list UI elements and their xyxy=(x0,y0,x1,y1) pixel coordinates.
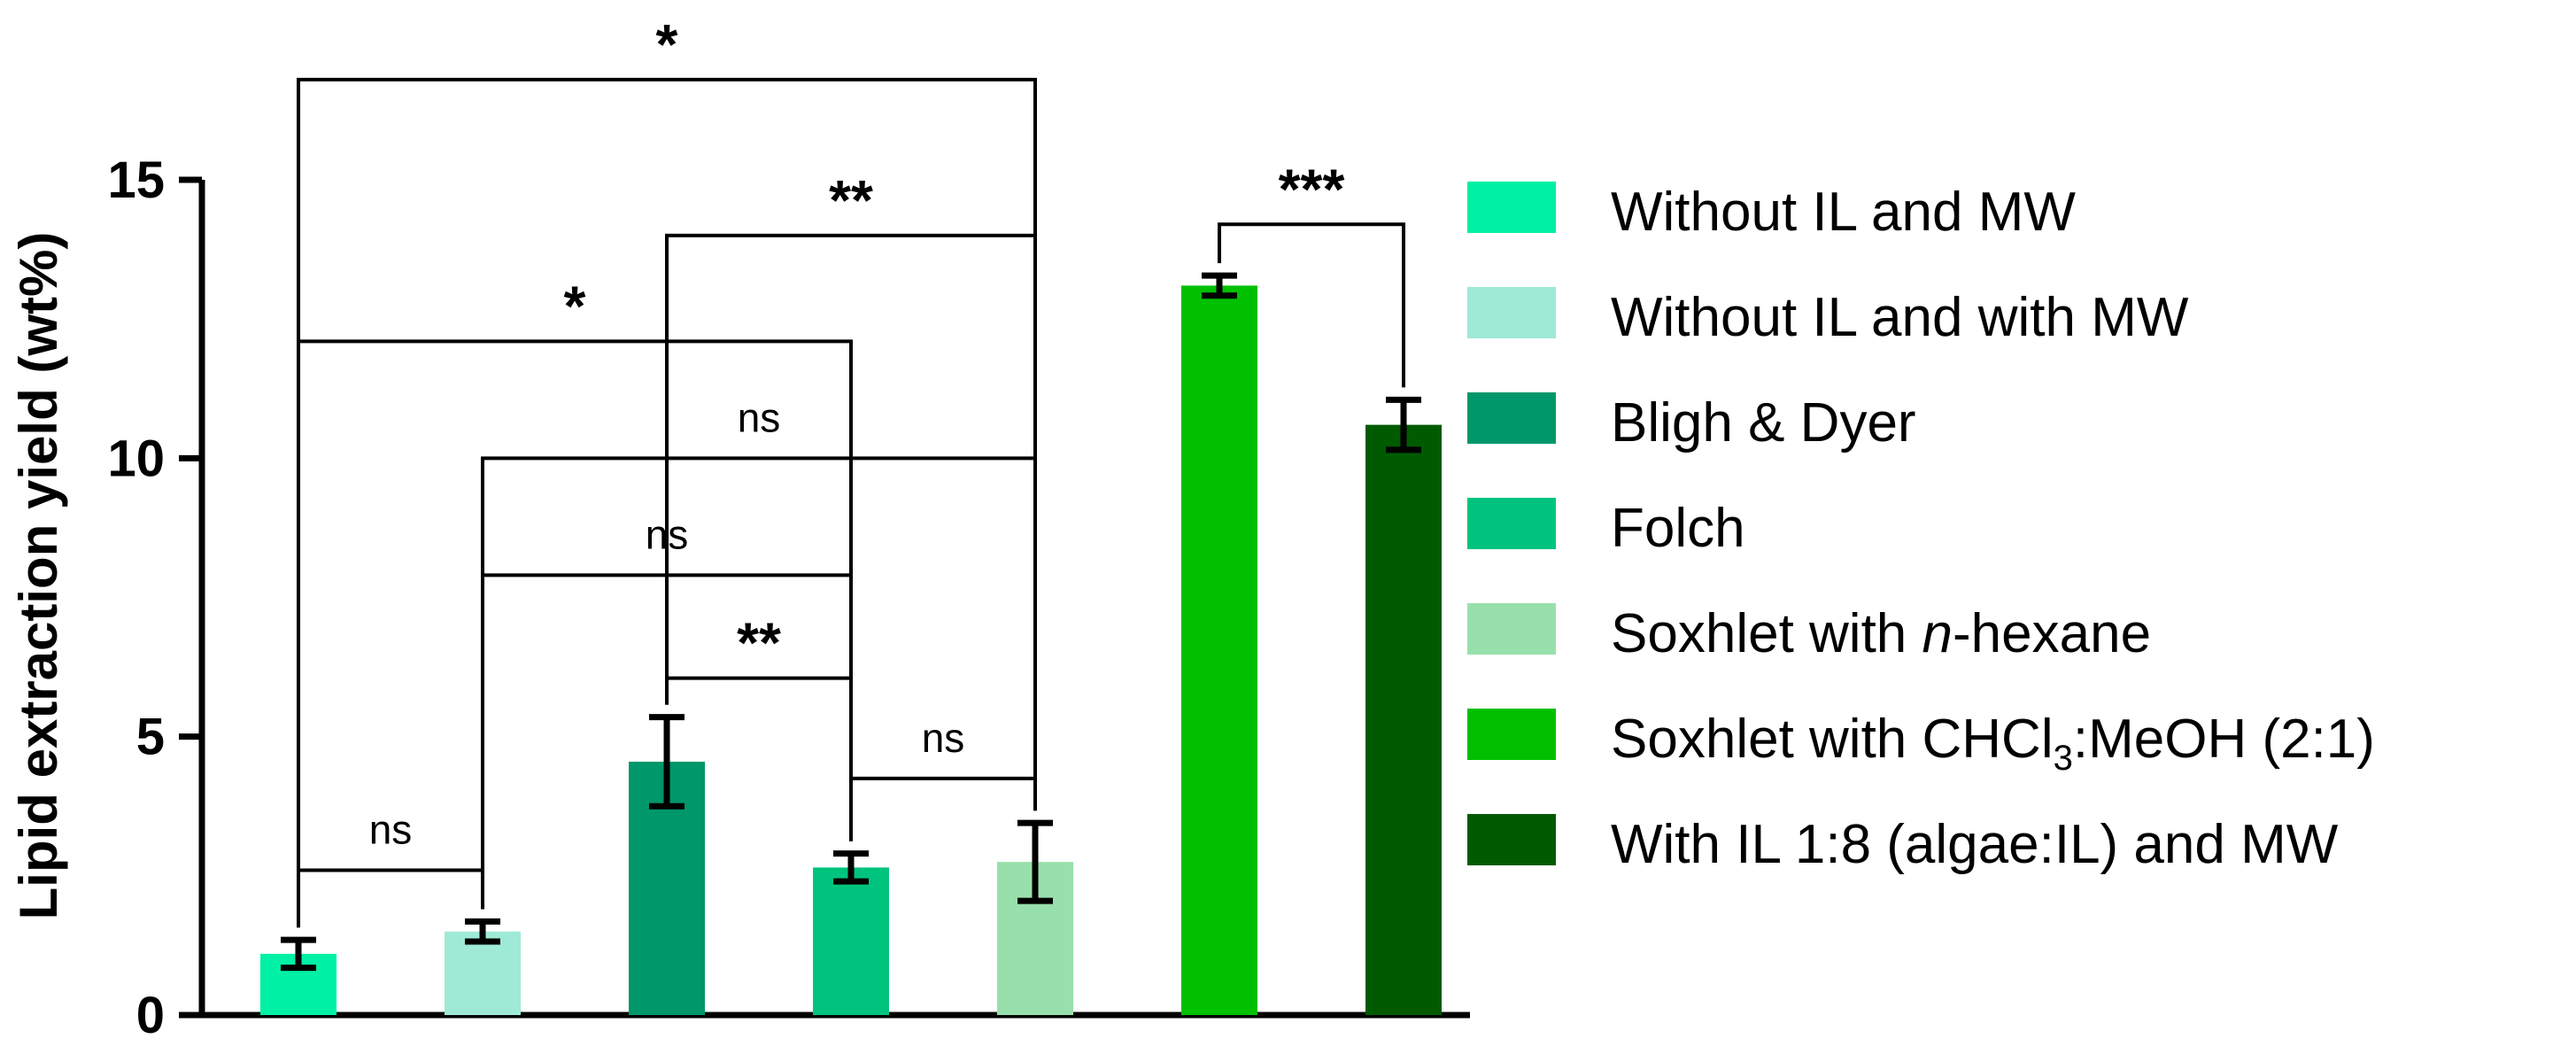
axes: 0 5 10 15 xyxy=(107,151,1470,1044)
y-tick-label: 10 xyxy=(107,430,165,487)
significance-bracket xyxy=(849,776,1037,841)
legend-swatch xyxy=(1467,392,1556,444)
y-axis-title: Lipid extraction yield (wt%) xyxy=(9,232,68,920)
significance-label: * xyxy=(656,12,678,76)
bars xyxy=(260,285,1442,1015)
significance-bracket xyxy=(1218,222,1405,388)
significance-label: ns xyxy=(922,715,965,761)
significance-label: * xyxy=(564,274,586,337)
bar xyxy=(445,931,521,1015)
legend-swatch xyxy=(1467,603,1556,655)
significance-label: ** xyxy=(829,168,873,232)
y-tick-label: 0 xyxy=(136,987,165,1044)
significance-label: ns xyxy=(738,394,781,440)
bar xyxy=(813,867,889,1015)
significance-label: ** xyxy=(737,611,781,675)
legend-swatch xyxy=(1467,498,1556,549)
significance-bracket xyxy=(297,77,1037,928)
legend-swatch xyxy=(1467,814,1556,865)
legend-label: Soxhlet with CHCl3:MeOH (2:1) xyxy=(1611,709,2375,778)
legend-label: Soxhlet with n-hexane xyxy=(1611,603,2151,664)
y-tick-label: 5 xyxy=(136,709,165,766)
legend-label: Without IL and MW xyxy=(1611,182,2076,243)
y-tick-label: 15 xyxy=(107,151,165,209)
bar xyxy=(1181,285,1257,1015)
significance-label: ns xyxy=(369,807,413,853)
error-bars xyxy=(281,272,1421,972)
significance-label: *** xyxy=(1279,157,1345,221)
legend: Without IL and MW Without IL and with MW B… xyxy=(1467,182,2375,875)
legend-label: Folch xyxy=(1611,498,1745,559)
legend-swatch xyxy=(1467,709,1556,760)
legend-label: With IL 1:8 (algae:IL) and MW xyxy=(1611,814,2339,875)
significance-bracket xyxy=(297,868,484,928)
legend-swatch xyxy=(1467,287,1556,338)
bar xyxy=(1365,424,1442,1015)
legend-swatch xyxy=(1467,182,1556,233)
legend-label: Without IL and with MW xyxy=(1611,287,2189,348)
significance-bracket xyxy=(481,456,1037,910)
legend-label: Bligh & Dyer xyxy=(1611,392,1916,453)
